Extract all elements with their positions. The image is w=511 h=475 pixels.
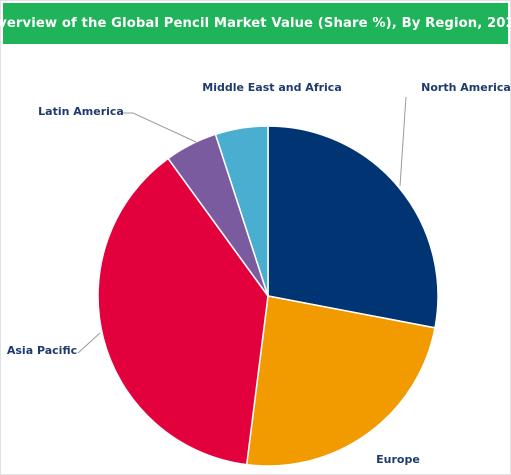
pie-slice-north-america [267,125,439,329]
leader-line-north-america [399,96,407,187]
slice-label-europe: Europe [376,453,420,466]
leader-line-latin-america [122,112,197,143]
leader-line-asia-pacific [77,332,101,354]
slice-label-latin-america: Latin America [38,105,124,118]
slice-label-north-america: North America [421,81,511,94]
chart-title: Overview of the Global Pencil Market Val… [0,16,511,31]
pie-slice-middle-east-and-africa [214,125,269,297]
pie-slice-asia-pacific [97,157,269,466]
slice-label-asia-pacific: Asia Pacific [7,344,77,357]
title-bar: Overview of the Global Pencil Market Val… [0,3,511,44]
pie-slice-europe [245,295,436,467]
slice-label-middle-east-and-africa: Middle East and Africa [202,81,342,94]
